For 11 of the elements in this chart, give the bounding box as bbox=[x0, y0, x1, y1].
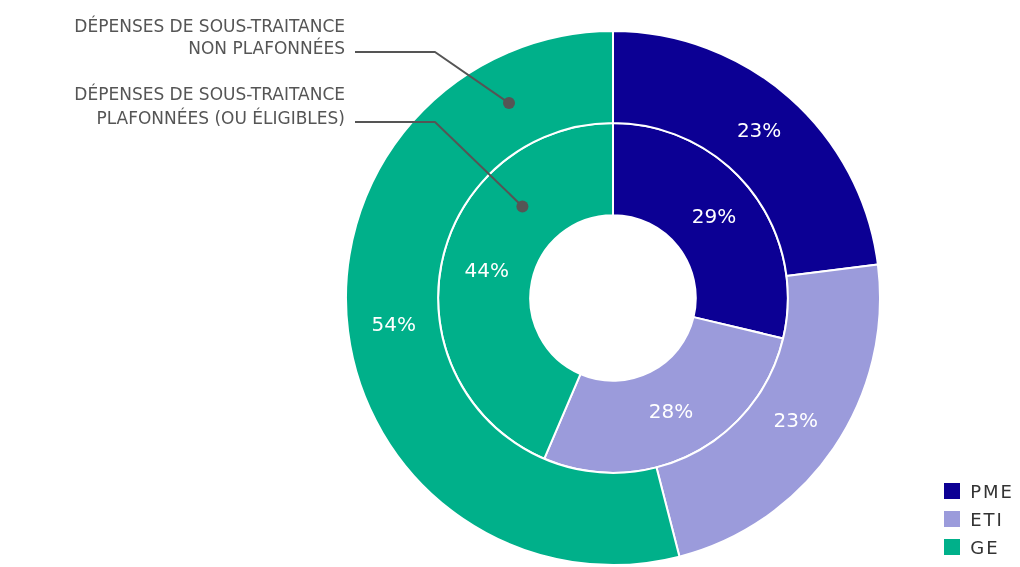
slice-label: DÉPENSES DE SOUS-TRAITANCE PLAFONNÉES (OU ÉLIGIBLES) bbox=[74, 83, 345, 129]
data-label: 29% bbox=[691, 204, 737, 229]
slice-label: DÉPENSES DE SOUS-TRAITANCE NON PLAFONNÉES bbox=[74, 15, 345, 59]
legend-label: PME bbox=[970, 480, 1014, 502]
data-label: 54% bbox=[371, 311, 417, 336]
data-label: 23% bbox=[736, 118, 782, 143]
legend-label: GE bbox=[970, 536, 1000, 558]
data-label: 28% bbox=[648, 399, 694, 424]
legend-label: ETI bbox=[970, 508, 1004, 530]
data-label: 23% bbox=[773, 408, 818, 433]
data-label: 44% bbox=[464, 258, 510, 283]
